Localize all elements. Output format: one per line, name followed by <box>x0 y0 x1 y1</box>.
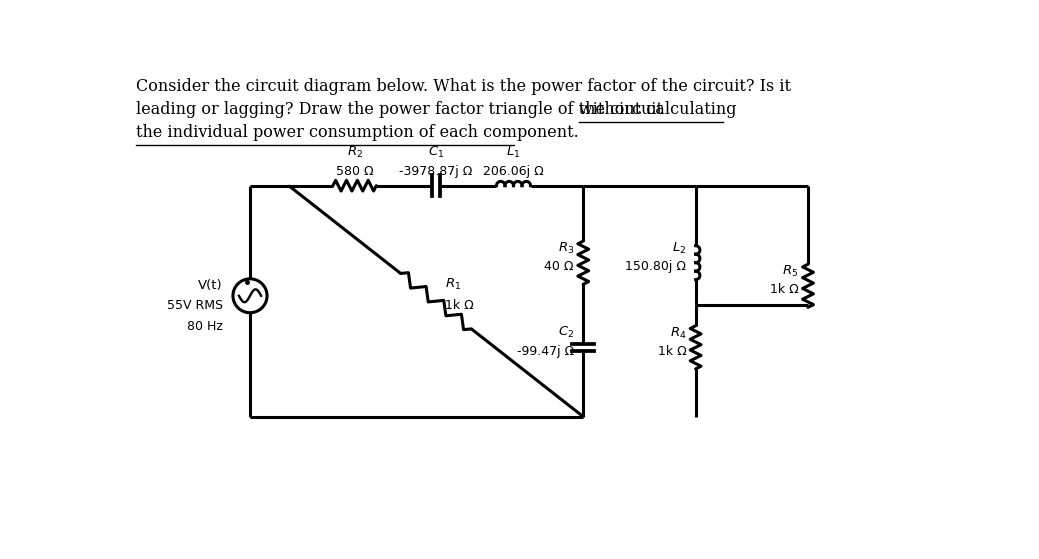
Text: 206.06j Ω: 206.06j Ω <box>483 165 543 178</box>
Text: $C_1$: $C_1$ <box>428 145 444 160</box>
Text: 1k Ω: 1k Ω <box>446 299 474 311</box>
Text: $R_5$: $R_5$ <box>782 264 799 280</box>
Text: 150.80j Ω: 150.80j Ω <box>625 260 687 273</box>
Text: V(t): V(t) <box>198 280 223 292</box>
Text: 1k Ω: 1k Ω <box>770 283 799 296</box>
Text: $C_2$: $C_2$ <box>558 324 574 339</box>
Text: $L_1$: $L_1$ <box>506 145 521 160</box>
Text: $L_2$: $L_2$ <box>672 241 687 257</box>
Text: 55V RMS: 55V RMS <box>167 299 223 312</box>
Text: $R_4$: $R_4$ <box>670 326 687 341</box>
Text: 1k Ω: 1k Ω <box>658 345 687 358</box>
Text: 80 Hz: 80 Hz <box>187 320 223 333</box>
Text: the individual power consumption of each component.: the individual power consumption of each… <box>136 124 579 141</box>
Text: Consider the circuit diagram below. What is the power factor of the circuit? Is : Consider the circuit diagram below. What… <box>136 78 791 95</box>
Text: leading or lagging? Draw the power factor triangle of the circuit: leading or lagging? Draw the power facto… <box>136 101 668 118</box>
Text: 580 Ω: 580 Ω <box>336 165 373 178</box>
Text: $R_1$: $R_1$ <box>446 277 461 292</box>
Text: -3978.87j Ω: -3978.87j Ω <box>399 165 473 178</box>
Text: $R_3$: $R_3$ <box>558 241 574 257</box>
Text: $R_2$: $R_2$ <box>347 145 363 160</box>
Text: without calculating: without calculating <box>580 101 737 118</box>
Text: 40 Ω: 40 Ω <box>544 260 574 273</box>
Text: -99.47j Ω: -99.47j Ω <box>516 345 574 358</box>
